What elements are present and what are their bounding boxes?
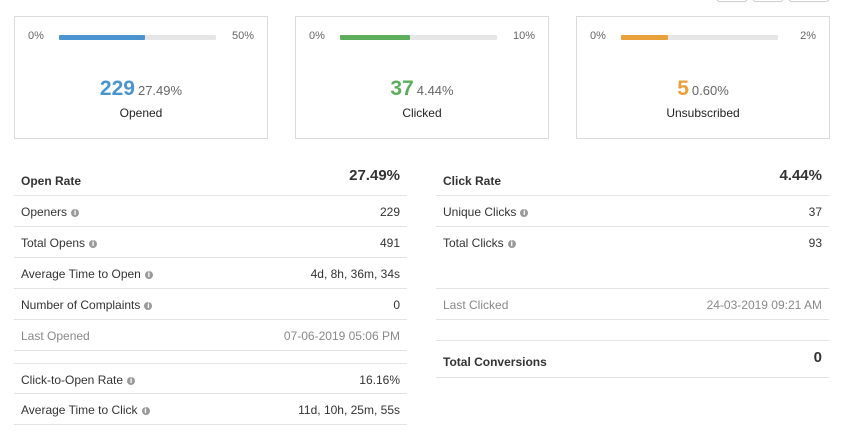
opened-card: 0% 50% 229 27.49% Opened bbox=[14, 16, 268, 139]
info-icon[interactable]: i bbox=[144, 271, 153, 279]
open-rate-value: 27.49% bbox=[349, 167, 400, 184]
toolbar-button-2[interactable] bbox=[752, 0, 784, 2]
clicked-count: 37 bbox=[390, 77, 414, 100]
row-label: Last Clicked bbox=[443, 298, 509, 312]
progress-max-label: 10% bbox=[512, 30, 535, 42]
table-row: Number of Complaints i 0 bbox=[14, 289, 407, 320]
click-rate-value: 4.44% bbox=[779, 167, 822, 184]
table-row: Click-to-Open Rate i 16.16% bbox=[14, 363, 407, 394]
opened-progress-fill bbox=[59, 35, 146, 40]
click-rate-panel: Click Rate 4.44% Unique Clicks i 37 Total… bbox=[436, 159, 829, 378]
click-rate-header: Click Rate 4.44% bbox=[436, 159, 829, 196]
open-rate-header: Open Rate 27.49% bbox=[14, 159, 407, 196]
row-label: Total Clicks bbox=[443, 236, 504, 250]
unsubscribed-card: 0% 2% 5 0.60% Unsubscribed bbox=[576, 16, 830, 139]
clicked-stat: 37 4.44% bbox=[296, 77, 548, 101]
info-icon[interactable]: i bbox=[71, 209, 80, 217]
opened-label: Opened bbox=[119, 106, 163, 120]
unsubscribed-label: Unsubscribed bbox=[666, 106, 740, 120]
opened-percent: 27.49% bbox=[137, 83, 183, 98]
total-conversions-header: Total Conversions 0 bbox=[436, 340, 829, 378]
row-value: 11d, 10h, 25m, 55s bbox=[298, 403, 400, 417]
open-rate-title: Open Rate bbox=[21, 174, 82, 188]
open-rate-panel: Open Rate 27.49% Openers i 229 Total Open… bbox=[14, 159, 407, 425]
table-row: Average Time to Click i 11d, 10h, 25m, 55… bbox=[14, 394, 407, 425]
clicked-progress-fill bbox=[340, 35, 410, 40]
row-label: Total Opens bbox=[21, 236, 86, 250]
table-row: Last Clicked 24-03-2019 09:21 AM bbox=[436, 289, 829, 320]
toolbar-button-1[interactable] bbox=[716, 0, 748, 2]
table-row: Average Time to Open i 4d, 8h, 36m, 34s bbox=[14, 258, 407, 289]
clicked-percent: 4.44% bbox=[416, 83, 454, 98]
unsubscribed-count: 5 bbox=[677, 77, 689, 100]
unsubscribed-progress-fill bbox=[621, 35, 669, 40]
total-conversions-label: Total Conversions bbox=[443, 355, 547, 369]
click-rate-title: Click Rate bbox=[443, 174, 502, 188]
row-value: 491 bbox=[379, 236, 400, 250]
info-icon[interactable]: i bbox=[520, 209, 529, 217]
table-row: Last Opened 07-06-2019 05:06 PM bbox=[14, 320, 407, 351]
progress-min-label: 0% bbox=[309, 30, 325, 42]
total-conversions-value: 0 bbox=[813, 349, 822, 366]
table-row: Unique Clicks i 37 bbox=[436, 196, 829, 227]
info-icon[interactable]: i bbox=[127, 377, 136, 385]
row-label: Number of Complaints bbox=[21, 298, 141, 312]
info-icon[interactable]: i bbox=[507, 240, 516, 248]
opened-count: 229 bbox=[99, 77, 135, 100]
toolbar-button-3[interactable] bbox=[788, 0, 830, 2]
row-label: Openers bbox=[21, 205, 68, 219]
info-icon[interactable]: i bbox=[141, 407, 150, 415]
row-value: 16.16% bbox=[359, 373, 400, 387]
table-row: Total Opens i 491 bbox=[14, 227, 407, 258]
row-label: Average Time to Click bbox=[21, 403, 138, 417]
row-label: Click-to-Open Rate bbox=[21, 373, 124, 387]
row-label: Average Time to Open bbox=[21, 267, 141, 281]
progress-min-label: 0% bbox=[590, 30, 606, 42]
row-label: Unique Clicks bbox=[443, 205, 517, 219]
progress-min-label: 0% bbox=[28, 30, 44, 42]
progress-max-label: 50% bbox=[231, 30, 254, 42]
row-value: 93 bbox=[808, 236, 822, 250]
row-label: Last Opened bbox=[21, 329, 90, 343]
row-value: 4d, 8h, 36m, 34s bbox=[310, 267, 400, 281]
table-row: Openers i 229 bbox=[14, 196, 407, 227]
unsubscribed-stat: 5 0.60% bbox=[577, 77, 829, 101]
row-value: 07-06-2019 05:06 PM bbox=[283, 329, 400, 343]
row-value: 0 bbox=[393, 298, 400, 312]
clicked-label: Clicked bbox=[402, 106, 442, 120]
clicked-progress-bar bbox=[340, 35, 497, 40]
row-value: 37 bbox=[808, 205, 822, 219]
unsubscribed-percent: 0.60% bbox=[691, 83, 729, 98]
row-value: 24-03-2019 09:21 AM bbox=[706, 298, 822, 312]
progress-max-label: 2% bbox=[800, 30, 816, 42]
info-icon[interactable]: i bbox=[144, 302, 153, 310]
opened-progress-bar bbox=[59, 35, 216, 40]
row-value: 229 bbox=[379, 205, 400, 219]
table-row: Total Clicks i 93 bbox=[436, 227, 829, 289]
clicked-card: 0% 10% 37 4.44% Clicked bbox=[295, 16, 549, 139]
opened-stat: 229 27.49% bbox=[15, 77, 267, 101]
info-icon[interactable]: i bbox=[89, 240, 98, 248]
unsubscribed-progress-bar bbox=[621, 35, 778, 40]
